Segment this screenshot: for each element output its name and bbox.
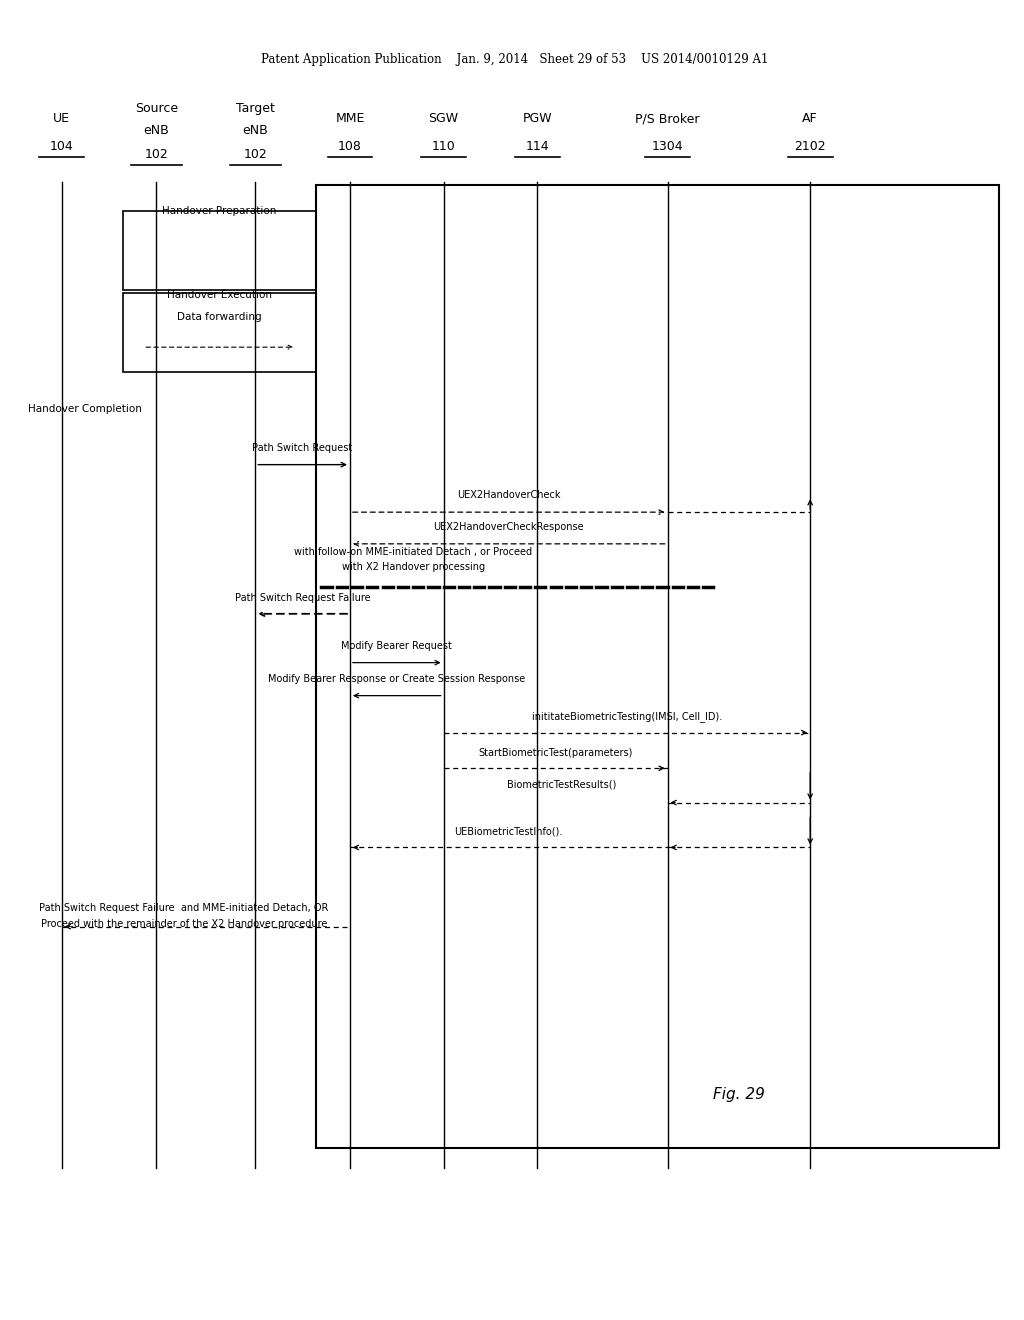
Text: UE: UE <box>53 112 71 125</box>
Text: 102: 102 <box>144 148 168 161</box>
Text: SGW: SGW <box>429 112 459 125</box>
Text: AF: AF <box>803 112 818 125</box>
Text: Fig. 29: Fig. 29 <box>713 1088 765 1102</box>
Text: Handover Completion: Handover Completion <box>29 404 142 414</box>
Text: UEX2HandoverCheckResponse: UEX2HandoverCheckResponse <box>433 521 584 532</box>
Bar <box>316 185 998 1148</box>
Text: Path Switch Request: Path Switch Request <box>253 442 352 453</box>
Text: Source: Source <box>135 102 178 115</box>
Text: Modify Bearer Response or Create Session Response: Modify Bearer Response or Create Session… <box>268 673 525 684</box>
Text: Path Switch Request Failure: Path Switch Request Failure <box>234 593 371 603</box>
Text: BiometricTestResults(): BiometricTestResults() <box>507 779 616 789</box>
Text: eNB: eNB <box>243 124 268 137</box>
Text: with follow-on MME-initiated Detach , or Proceed: with follow-on MME-initiated Detach , or… <box>294 546 532 557</box>
Text: 108: 108 <box>338 140 361 153</box>
Text: 102: 102 <box>244 148 267 161</box>
Text: Path Switch Request Failure  and MME-initiated Detach, OR: Path Switch Request Failure and MME-init… <box>39 903 329 913</box>
Text: UEBiometricTestInfo().: UEBiometricTestInfo(). <box>455 826 563 837</box>
Text: Target: Target <box>236 102 274 115</box>
Text: MME: MME <box>335 112 365 125</box>
Text: P/S Broker: P/S Broker <box>635 112 699 125</box>
Text: Modify Bearer Request: Modify Bearer Request <box>341 640 453 651</box>
Text: Handover Execution: Handover Execution <box>167 289 272 300</box>
Text: StartBiometricTest(parameters): StartBiometricTest(parameters) <box>478 747 633 758</box>
Text: Handover Preparation: Handover Preparation <box>163 206 276 216</box>
Text: 2102: 2102 <box>795 140 826 153</box>
Text: Patent Application Publication    Jan. 9, 2014   Sheet 29 of 53    US 2014/00101: Patent Application Publication Jan. 9, 2… <box>261 53 769 66</box>
Text: 110: 110 <box>432 140 456 153</box>
Text: with X2 Handover processing: with X2 Handover processing <box>342 561 484 572</box>
Text: 1304: 1304 <box>652 140 683 153</box>
Text: PGW: PGW <box>522 112 552 125</box>
Text: Data forwarding: Data forwarding <box>177 312 262 322</box>
Text: 114: 114 <box>525 140 549 153</box>
Text: inititateBiometricTesting(IMSI, Cell_ID).: inititateBiometricTesting(IMSI, Cell_ID)… <box>531 711 722 722</box>
Text: 104: 104 <box>50 140 74 153</box>
Bar <box>123 293 316 372</box>
Text: eNB: eNB <box>143 124 169 137</box>
Text: Proceed with the remainder of the X2 Handover procedure: Proceed with the remainder of the X2 Han… <box>41 919 328 929</box>
Text: UEX2HandoverCheck: UEX2HandoverCheck <box>457 490 560 500</box>
Bar <box>123 211 316 290</box>
